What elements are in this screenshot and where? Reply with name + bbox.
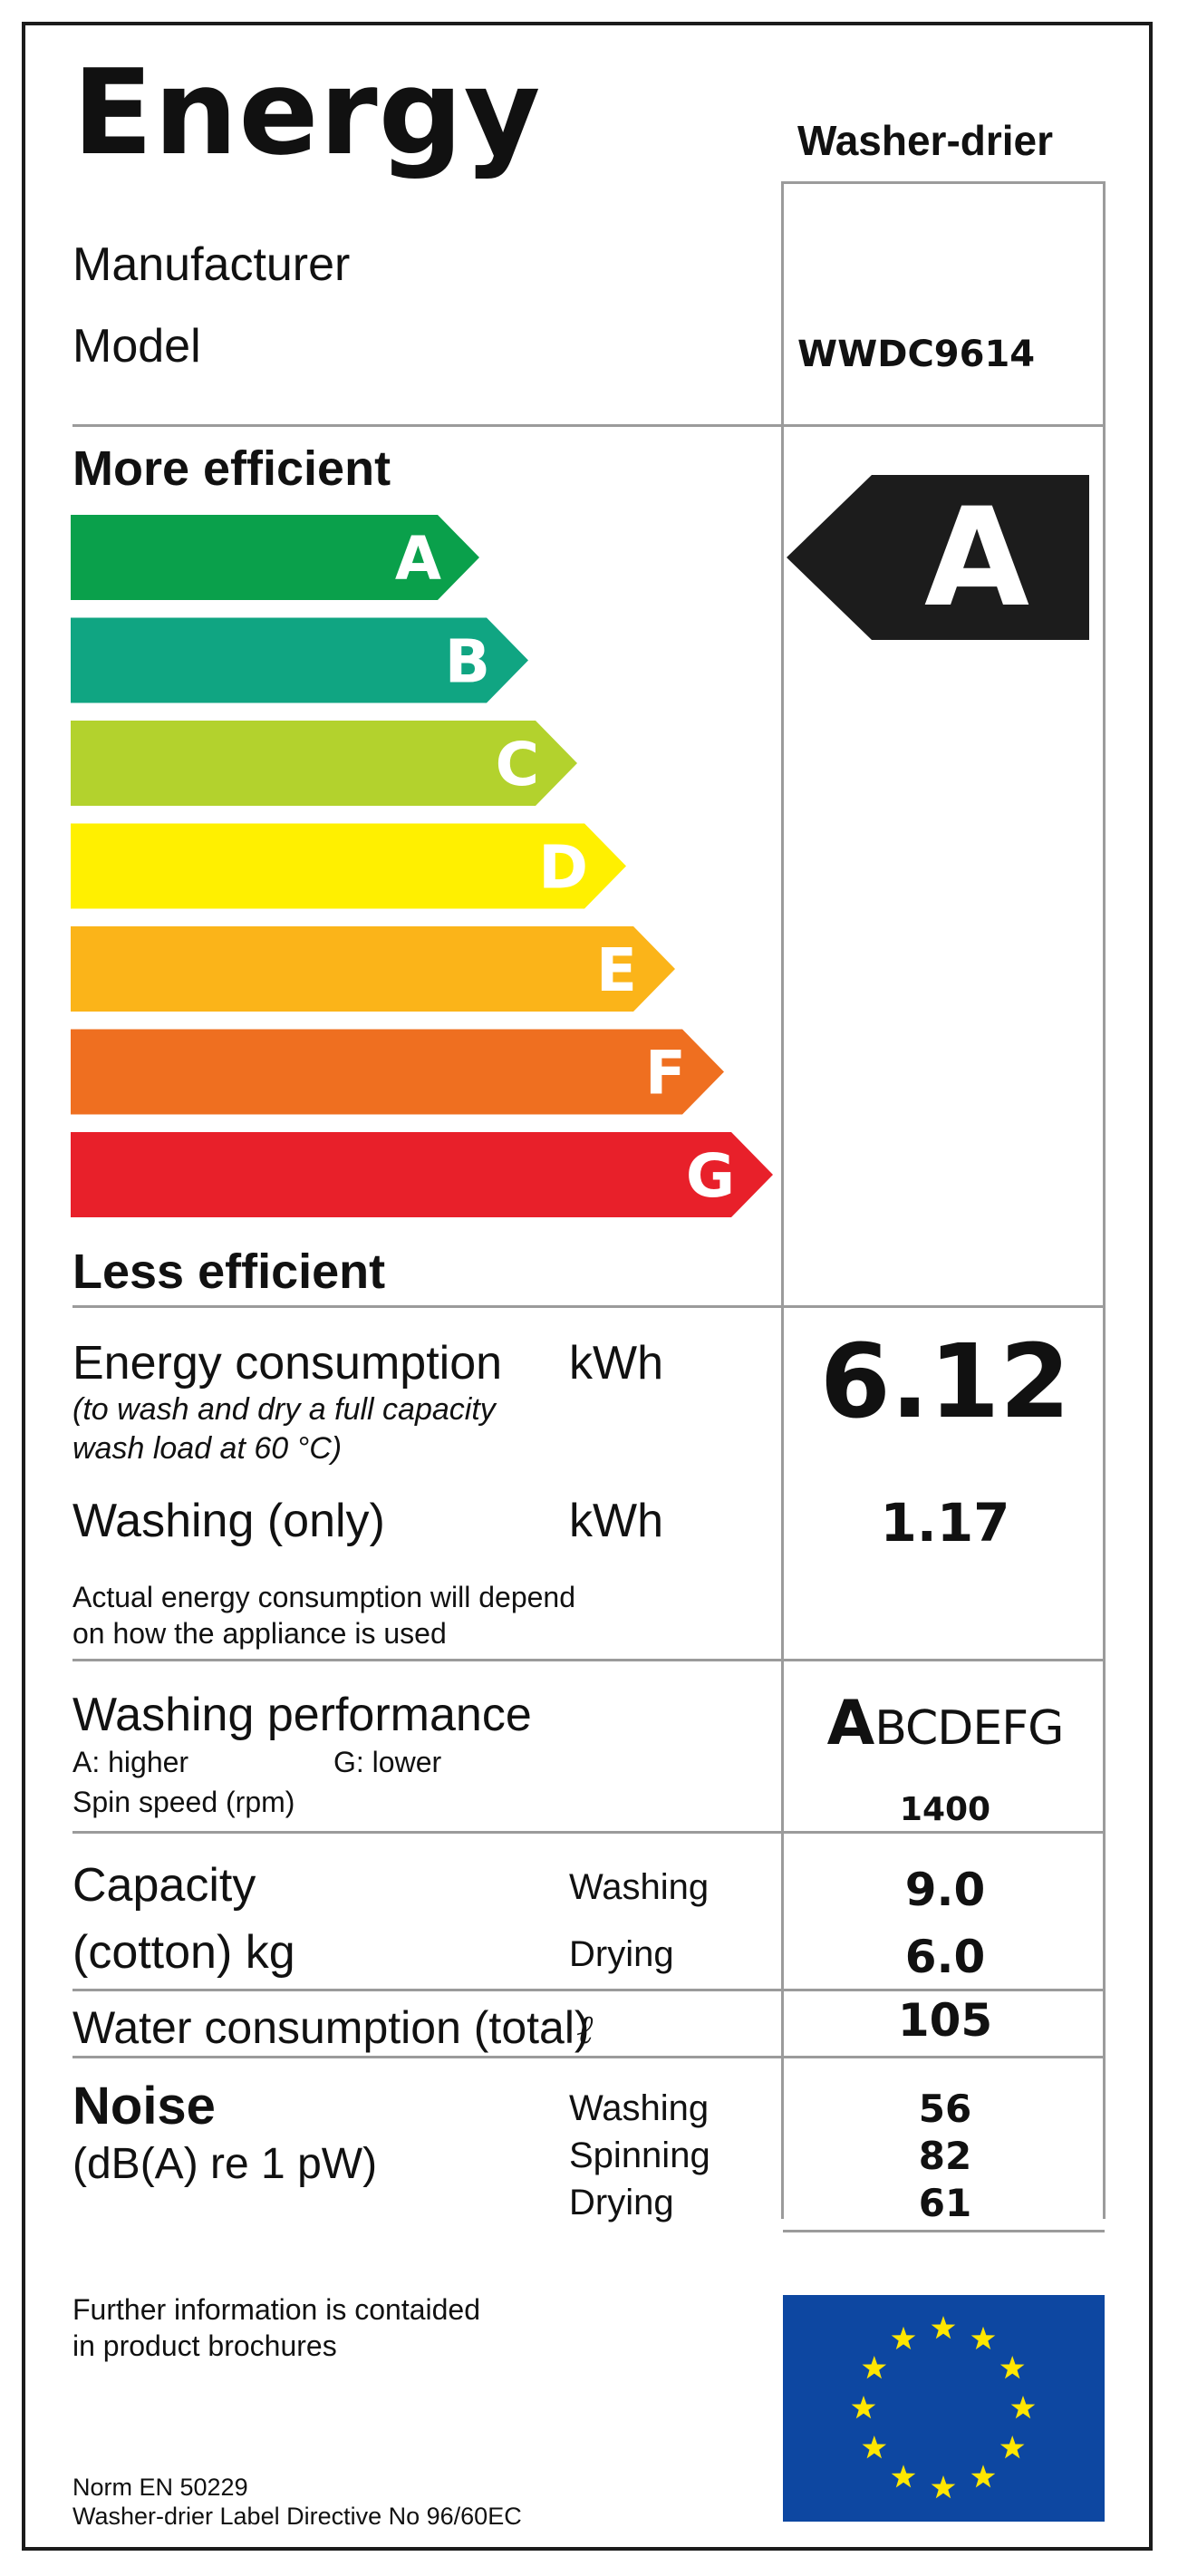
- label-frame: [22, 22, 1153, 2551]
- noise-spinning-value: 82: [918, 2134, 972, 2178]
- capacity-washing-label: Washing: [569, 1867, 710, 1907]
- actual-consumption-note: Actual energy consumption will depend on…: [72, 1581, 575, 1650]
- noise-label: Noise: [72, 2077, 216, 2135]
- performance-grade-rest: BCDEFG: [874, 1701, 1064, 1756]
- eu-star-icon: [851, 2396, 876, 2419]
- performance-lower-note: G: lower: [333, 1746, 442, 1778]
- performance-higher-note: A: higher: [72, 1746, 189, 1778]
- eu-flag-icon: [783, 2295, 1105, 2522]
- right-column-bottom: [783, 2230, 1105, 2232]
- divider-capacity: [72, 1989, 1105, 1991]
- further-info-note: Further information is contaided in prod…: [72, 2293, 480, 2362]
- energy-consumption-unit: kWh: [569, 1337, 663, 1390]
- more-efficient-label: More efficient: [72, 441, 391, 496]
- scale-letter-g: G: [686, 1141, 735, 1211]
- eu-star-icon: [970, 2465, 996, 2488]
- capacity-label: Capacity: [72, 1859, 256, 1912]
- norm-reference: Norm EN 50229: [72, 2474, 248, 2501]
- model-label: Model: [72, 320, 201, 373]
- manufacturer-label: Manufacturer: [72, 238, 351, 291]
- eu-star-icon: [862, 2436, 887, 2459]
- scale-bar-e: E: [71, 926, 675, 1012]
- divider-scale: [72, 1305, 1105, 1308]
- scale-bar-a: A: [71, 515, 479, 600]
- washing-only-value: 1.17: [880, 1492, 1010, 1554]
- divider-water: [72, 2056, 1105, 2058]
- scale-bar-f: F: [71, 1029, 724, 1115]
- capacity-drying-label: Drying: [569, 1934, 674, 1974]
- eu-star-icon: [862, 2356, 887, 2379]
- divider-consumption: [72, 1659, 1105, 1661]
- eu-star-icon: [891, 2326, 916, 2350]
- washing-only-label: Washing (only): [72, 1495, 385, 1547]
- divider-performance: [72, 1831, 1105, 1834]
- water-unit: ℓ: [576, 2007, 594, 2053]
- noise-washing-value: 56: [918, 2087, 972, 2131]
- scale-letter-a: A: [395, 524, 441, 594]
- divider-manufacturer: [72, 424, 1105, 427]
- right-column-left-border: [781, 181, 784, 2219]
- less-efficient-label: Less efficient: [72, 1244, 386, 1299]
- spin-speed-label: Spin speed (rpm): [72, 1786, 295, 1818]
- capacity-unit-label: (cotton) kg: [72, 1926, 295, 1979]
- scale-letter-e: E: [596, 935, 637, 1005]
- capacity-drying-value: 6.0: [904, 1931, 986, 1983]
- performance-grade-selected: A: [826, 1688, 875, 1759]
- scale-letter-d: D: [538, 833, 588, 903]
- scale-letter-c: C: [496, 730, 539, 799]
- noise-drying-label: Drying: [569, 2183, 674, 2223]
- page-title: Energy: [72, 44, 542, 181]
- noise-unit: (dB(A) re 1 pW): [72, 2140, 378, 2188]
- eu-star-icon: [1010, 2396, 1036, 2419]
- right-column-right-border: [1103, 181, 1106, 2219]
- scale-letter-b: B: [445, 627, 490, 697]
- noise-spinning-label: Spinning: [569, 2135, 710, 2175]
- water-consumption-label: Water consumption (total): [72, 2002, 590, 2053]
- directive-reference: Washer-drier Label Directive No 96/60EC: [72, 2503, 522, 2530]
- performance-grade-scale: ABCDEFG: [787, 1688, 1104, 1759]
- scale-bar-b: B: [71, 617, 528, 703]
- eu-star-icon: [970, 2326, 996, 2350]
- model-value: WWDC9614: [797, 334, 1036, 375]
- spin-speed-value: 1400: [899, 1791, 991, 1828]
- scale-bar-c: C: [71, 721, 577, 806]
- eu-star-icon: [891, 2465, 916, 2488]
- header-box-top: [783, 181, 1105, 184]
- energy-consumption-value: 6.12: [819, 1323, 1071, 1441]
- eu-star-icon: [999, 2356, 1025, 2379]
- water-consumption-value: 105: [897, 1994, 993, 2047]
- eu-star-icon: [931, 2316, 956, 2339]
- scale-bar-g: G: [71, 1132, 773, 1217]
- capacity-washing-value: 9.0: [904, 1864, 986, 1916]
- energy-consumption-label: Energy consumption: [72, 1337, 503, 1390]
- rating-letter: A: [924, 479, 1029, 637]
- washing-only-unit: kWh: [569, 1495, 663, 1547]
- appliance-type: Washer-drier: [797, 117, 1054, 164]
- scale-bar-d: D: [71, 823, 626, 909]
- washing-performance-label: Washing performance: [72, 1689, 532, 1741]
- noise-washing-label: Washing: [569, 2088, 710, 2128]
- energy-consumption-note: (to wash and dry a full capacity wash lo…: [72, 1392, 496, 1466]
- eu-star-icon: [931, 2475, 956, 2499]
- efficiency-scale: ABCDEFG A: [71, 475, 1089, 1217]
- rating-arrow: A: [787, 475, 1089, 640]
- noise-drying-value: 61: [918, 2181, 972, 2225]
- scale-letter-f: F: [645, 1039, 686, 1109]
- eu-star-icon: [999, 2436, 1025, 2459]
